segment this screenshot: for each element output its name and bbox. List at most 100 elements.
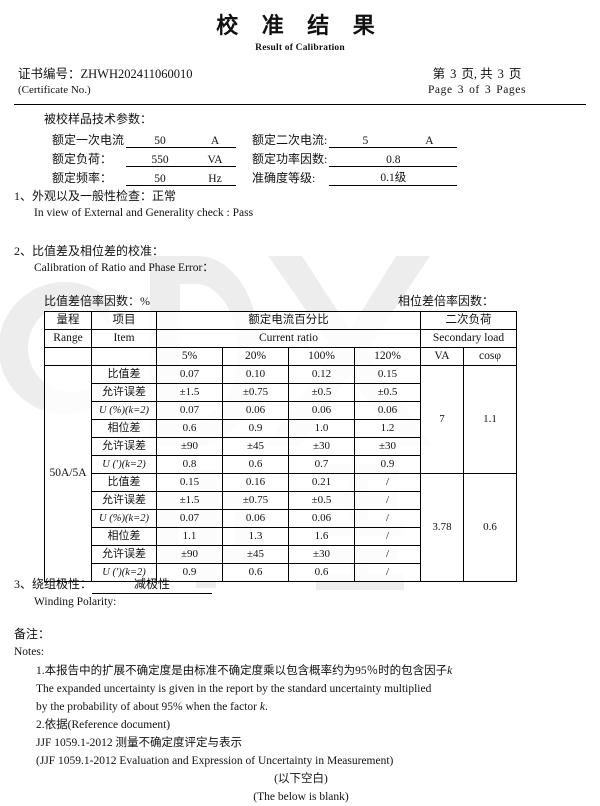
parameters-heading: 被校样品技术参数： [44, 112, 153, 126]
header-secondary-load-cn: 二次负荷 [420, 311, 517, 330]
param-unit: Hz [194, 166, 237, 186]
cell-value: 0.6 [222, 455, 289, 474]
notes-line-4: 2.依据(Reference document) [36, 719, 171, 731]
table-header-row: 量程 项目 额定电流百分比 二次负荷 [44, 311, 517, 330]
cell-value: ±45 [222, 545, 289, 564]
table-header-row: 5% 20% 100% 120% VA cosφ [44, 347, 517, 366]
section-2-title-cn: 比值差及相位差的校准： [32, 244, 165, 258]
param-label: 额定一次电流 [52, 132, 125, 147]
cell-value: 0.15 [156, 473, 223, 492]
cell-item: 允许误差 [91, 383, 157, 402]
cell-value: 0.9 [222, 419, 289, 438]
table-row: U (')(k=2) 0.9 0.6 0.6 / [45, 563, 517, 582]
notes-line-3-b: . [264, 701, 268, 713]
page-total-cn: 3 [497, 67, 504, 81]
cell-value: ±0.5 [288, 491, 355, 510]
header-va: VA [420, 347, 464, 366]
header-secondary-load-en: Secondary load [420, 329, 517, 348]
param-value: 0.8 [329, 147, 458, 167]
cell-value: ±0.75 [222, 383, 289, 402]
certificate-label-en: (Certificate No.) [18, 84, 91, 96]
param-value: 550 [126, 147, 195, 167]
notes-line-3: by the probability of about 95% when the… [36, 698, 566, 716]
param-label: 额定功率因数: [252, 151, 328, 166]
header-current-ratio-cn: 额定电流百分比 [156, 311, 421, 330]
header-range-en: Range [44, 329, 92, 348]
param-value: 0.1级 [329, 166, 458, 186]
section-2-title-en: Calibration of Ratio and Phase Error： [34, 262, 214, 274]
page-en-prefix: Page [427, 84, 453, 96]
notes-blank-cn: (以下空白) [274, 773, 328, 785]
parameters-table: 额定一次电流 50 A 额定二次电流: 5 A 额定负荷： 550 VA 额定功… [52, 129, 458, 186]
param-value: 5 [329, 129, 402, 148]
cell-value: ±0.5 [354, 383, 421, 402]
header-pct-100: 100% [288, 347, 355, 366]
notes-line-3-a: by the probability of about 95% when the… [36, 701, 260, 713]
cell-item: U (%)(k=2) [91, 401, 157, 420]
param-label: 额定二次电流: [252, 132, 328, 147]
header-item-blank [91, 347, 157, 366]
page-cn-prefix: 第 [432, 67, 446, 81]
notes-line-1-k: k [447, 665, 453, 677]
header-cos: cosφ [463, 347, 517, 366]
cell-item: 相位差 [91, 527, 157, 546]
cell-va: 3.78 [420, 473, 464, 582]
notes-heading-cn: 备注： [14, 627, 51, 641]
cell-item: U (')(k=2) [91, 563, 157, 582]
cell-value: 0.6 [222, 563, 289, 582]
notes-line-3-k: k [259, 701, 265, 713]
cell-va: 7 [420, 365, 464, 474]
cell-value: 0.6 [288, 563, 355, 582]
cell-value: 0.10 [222, 365, 289, 384]
cell-item: 相位差 [91, 419, 157, 438]
ratio-factor-label: 比值差倍率因数：% [44, 294, 150, 308]
cell-value: 1.6 [288, 527, 355, 546]
cell-value: 0.07 [156, 509, 223, 528]
notes-line-1-text: 1.本报告中的扩展不确定度是由标准不确定度乘以包含概率约为95％时的包含因子 [36, 665, 448, 677]
cell-value: 0.21 [288, 473, 355, 492]
cell-value: / [354, 491, 421, 510]
cell-item: 比值差 [91, 473, 157, 492]
cell-value: / [354, 473, 421, 492]
cell-value: ±30 [288, 545, 355, 564]
cell-value: ±0.75 [222, 491, 289, 510]
cell-value: / [354, 563, 421, 582]
param-gap [236, 129, 252, 148]
cell-value: 0.06 [354, 401, 421, 420]
section-1-result: 正常 [152, 189, 177, 203]
table-row: 比值差 0.15 0.16 0.21 / 3.78 0.6 [45, 473, 517, 582]
notes-line-1: 1.本报告中的扩展不确定度是由标准不确定度乘以包含概率约为95％时的包含因子k [36, 662, 566, 680]
phase-factor-label: 相位差倍率因数： [398, 294, 495, 308]
notes-body: 1.本报告中的扩展不确定度是由标准不确定度乘以包含概率约为95％时的包含因子k … [36, 662, 566, 806]
header-pct-120: 120% [354, 347, 421, 366]
section-1: 1、外观以及一般性检查：正常 In view of External and G… [14, 188, 253, 222]
cell-item: 比值差 [91, 365, 157, 384]
section-3-number: 3、 [14, 577, 33, 591]
header-item-en: Item [91, 329, 157, 348]
page-cn-mid: 页, 共 [461, 67, 493, 81]
table-row: 50A/5A 比值差 0.07 0.10 0.12 0.15 7 1.1 [44, 365, 517, 582]
header-current-ratio-en: Current ratio [156, 329, 421, 348]
parameter-row: 额定一次电流 50 A 额定二次电流: 5 A [52, 129, 458, 148]
cell-value: / [354, 527, 421, 546]
parameter-row: 额定频率： 50 Hz 准确度等级: 0.1级 [52, 166, 458, 186]
param-label: 准确度等级: [252, 170, 316, 185]
cell-value: 0.07 [156, 365, 223, 384]
notes-line-6: (JJF 1059.1-2012 Evaluation and Expressi… [36, 755, 394, 767]
section-3-title-en: Winding Polarity: [34, 596, 117, 608]
certificate-number-block: 证书编号：ZHWH202411060010 (Certificate No.) [18, 66, 193, 98]
param-gap [236, 148, 252, 167]
parameter-row: 额定负荷： 550 VA 额定功率因数: 0.8 [52, 147, 458, 167]
page-cn-suffix: 页 [508, 67, 522, 81]
cell-value: / [354, 545, 421, 564]
header-range-blank [44, 347, 92, 366]
calibration-results-table: 量程 项目 额定电流百分比 二次负荷 Range Item Current ra… [44, 311, 517, 582]
cell-value: 0.15 [354, 365, 421, 384]
cell-value: 1.1 [156, 527, 223, 546]
notes-heading-block: 备注： Notes: [14, 626, 50, 661]
cell-item: 允许误差 [91, 491, 157, 510]
header-divider [14, 104, 586, 105]
notes-line-2: The expanded uncertainty is given in the… [36, 683, 432, 695]
